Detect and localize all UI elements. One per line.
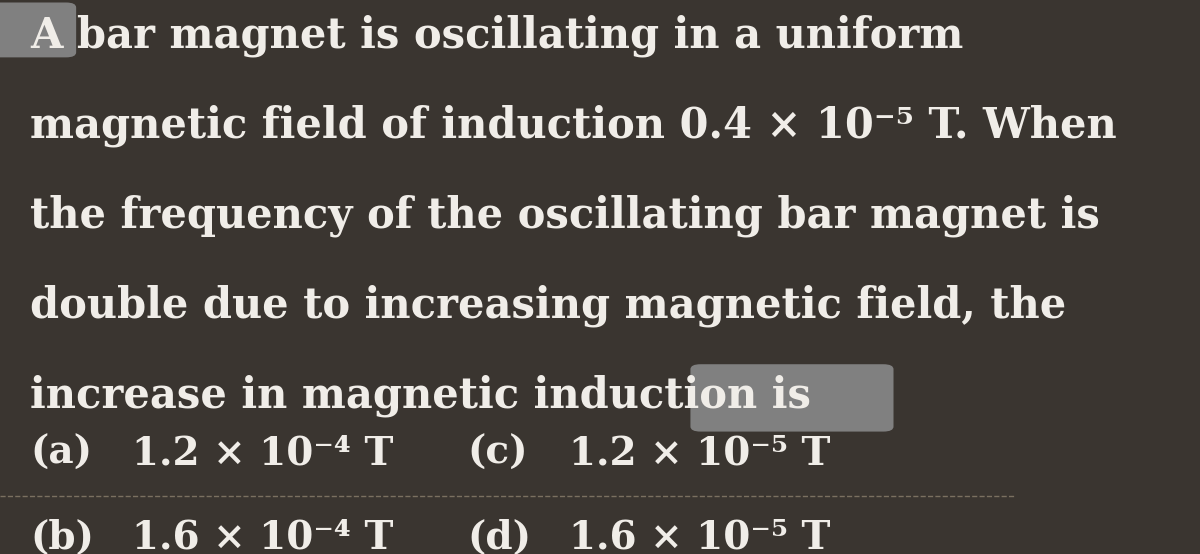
FancyBboxPatch shape bbox=[690, 364, 894, 432]
FancyBboxPatch shape bbox=[0, 3, 76, 58]
Text: increase in magnetic induction is: increase in magnetic induction is bbox=[30, 374, 811, 417]
Text: 1.6 × 10⁻⁵ T: 1.6 × 10⁻⁵ T bbox=[569, 519, 830, 554]
Text: the frequency of the oscillating bar magnet is: the frequency of the oscillating bar mag… bbox=[30, 194, 1100, 237]
Text: A bar magnet is oscillating in a uniform: A bar magnet is oscillating in a uniform bbox=[30, 15, 964, 58]
Text: magnetic field of induction 0.4 × 10⁻⁵ T. When: magnetic field of induction 0.4 × 10⁻⁵ T… bbox=[30, 105, 1117, 147]
Text: (b): (b) bbox=[30, 519, 95, 554]
Text: 1.2 × 10⁻⁵ T: 1.2 × 10⁻⁵ T bbox=[569, 434, 830, 472]
Text: (c): (c) bbox=[467, 434, 528, 472]
Text: double due to increasing magnetic field, the: double due to increasing magnetic field,… bbox=[30, 284, 1067, 327]
Text: 1.6 × 10⁻⁴ T: 1.6 × 10⁻⁴ T bbox=[132, 519, 394, 554]
Text: (d): (d) bbox=[467, 519, 532, 554]
Text: (a): (a) bbox=[30, 434, 92, 472]
Text: 1.2 × 10⁻⁴ T: 1.2 × 10⁻⁴ T bbox=[132, 434, 394, 472]
